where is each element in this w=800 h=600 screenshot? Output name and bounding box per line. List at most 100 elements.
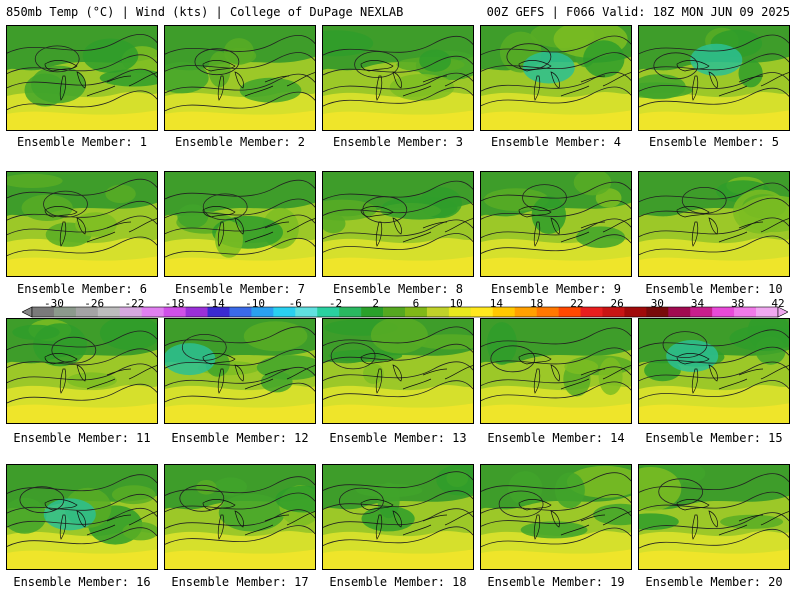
colorbar-swatch (624, 307, 647, 317)
ensemble-map-panel (480, 464, 632, 570)
colorbar-swatch (141, 307, 164, 317)
colorbar-tick-label: -30 (44, 297, 64, 310)
ensemble-member-label: Ensemble Member: 2 (174, 135, 306, 149)
map-field (7, 26, 157, 130)
ensemble-member-label: Ensemble Member: 6 (16, 282, 148, 296)
ensemble-member-label: Ensemble Member: 5 (648, 135, 780, 149)
colorbar-swatch (163, 307, 186, 317)
colorbar-tick-label: 6 (412, 297, 420, 310)
map-field (165, 26, 315, 130)
ensemble-map-panel (164, 464, 316, 570)
colorbar-tick-label: 22 (570, 297, 584, 310)
colorbar-swatch (75, 307, 99, 317)
map-field (481, 172, 631, 276)
map-field (323, 172, 473, 276)
colorbar-swatch (273, 307, 296, 317)
temperature-colorbar (22, 306, 788, 318)
ensemble-member-label: Ensemble Member: 1 (16, 135, 148, 149)
ensemble-member-label: Ensemble Member: 15 (645, 431, 783, 445)
colorbar-swatch (668, 307, 691, 317)
colorbar-swatch (514, 307, 537, 317)
map-field (323, 26, 473, 130)
colorbar-swatch (251, 307, 274, 317)
colorbar-swatch (646, 307, 669, 317)
colorbar-swatch (690, 307, 713, 317)
colorbar-tick-label: 26 (610, 297, 624, 310)
colorbar-tick-label: -18 (164, 297, 185, 310)
colorbar-tick-label: 38 (731, 297, 745, 310)
colorbar-swatch (712, 307, 735, 317)
map-field (165, 172, 315, 276)
map-field (481, 26, 631, 130)
ensemble-map-panel (480, 171, 632, 277)
ensemble-map-panel (322, 318, 474, 424)
colorbar-tick-label: 14 (489, 297, 504, 310)
colorbar-tick-label: 2 (372, 297, 380, 310)
ensemble-member-label: Ensemble Member: 13 (329, 431, 467, 445)
colorbar-swatch (492, 307, 515, 317)
ensemble-map-panel (322, 464, 474, 570)
ensemble-member-label: Ensemble Member: 11 (13, 431, 151, 445)
colorbar-tick-label: -22 (124, 297, 145, 310)
ensemble-map-panel (638, 318, 790, 424)
colorbar-tick-label: 18 (530, 297, 544, 310)
ensemble-member-label: Ensemble Member: 4 (490, 135, 622, 149)
run-valid-time: 00Z GEFS | F066 Valid: 18Z MON JUN 09 20… (486, 5, 790, 19)
colorbar-tick-label: 10 (449, 297, 463, 310)
colorbar-tick-label: -2 (328, 297, 343, 310)
colorbar-swatch (317, 307, 340, 317)
ensemble-member-label: Ensemble Member: 7 (174, 282, 306, 296)
colorbar-tick-label: -6 (288, 297, 302, 310)
map-field (165, 465, 315, 569)
colorbar-swatch (361, 307, 384, 317)
ensemble-map-panel (480, 25, 632, 131)
ensemble-member-label: Ensemble Member: 20 (645, 575, 783, 589)
colorbar-swatch (119, 307, 142, 317)
colorbar-swatch (295, 307, 318, 317)
colorbar-swatch (756, 307, 779, 317)
colorbar-tick-label: 30 (650, 297, 664, 310)
map-field (639, 465, 789, 569)
ensemble-member-label: Ensemble Member: 17 (171, 575, 309, 589)
colorbar-tick-label: 34 (690, 297, 705, 310)
colorbar-tick-label: -26 (84, 297, 105, 310)
colorbar-swatch (405, 307, 428, 317)
ensemble-map-panel (6, 318, 158, 424)
colorbar-swatch (426, 307, 450, 317)
ensemble-map-panel (164, 25, 316, 131)
ensemble-member-label: Ensemble Member: 9 (490, 282, 622, 296)
ensemble-map-panel (480, 318, 632, 424)
ensemble-map-panel (322, 25, 474, 131)
ensemble-map-panel (6, 25, 158, 131)
ensemble-member-label: Ensemble Member: 10 (645, 282, 783, 296)
ensemble-map-panel (638, 25, 790, 131)
colorbar-swatch (470, 307, 494, 317)
ensemble-map-panel (638, 464, 790, 570)
ensemble-map-panel (322, 171, 474, 277)
map-field (481, 319, 631, 423)
colorbar-swatch (207, 307, 230, 317)
colorbar-swatch (448, 307, 472, 317)
map-field (7, 172, 157, 276)
colorbar-tick-label: 42 (771, 297, 785, 310)
colorbar-swatch (53, 307, 77, 317)
ensemble-map-panel (6, 464, 158, 570)
map-field (639, 319, 789, 423)
map-field (323, 465, 473, 569)
ensemble-map-panel (6, 171, 158, 277)
ensemble-member-label: Ensemble Member: 3 (332, 135, 464, 149)
colorbar-swatch (602, 307, 625, 317)
colorbar-swatch (580, 307, 603, 317)
colorbar-swatch (32, 307, 55, 317)
colorbar-swatch (97, 307, 121, 317)
ensemble-member-label: Ensemble Member: 12 (171, 431, 309, 445)
map-field (639, 26, 789, 130)
ensemble-map-panel (164, 171, 316, 277)
map-field (323, 319, 473, 423)
map-field (7, 319, 157, 423)
ensemble-member-label: Ensemble Member: 8 (332, 282, 464, 296)
chart-title: 850mb Temp (°C) | Wind (kts) | College o… (6, 5, 404, 19)
colorbar-swatch (185, 307, 208, 317)
colorbar-swatch (536, 307, 559, 317)
ensemble-member-label: Ensemble Member: 16 (13, 575, 151, 589)
